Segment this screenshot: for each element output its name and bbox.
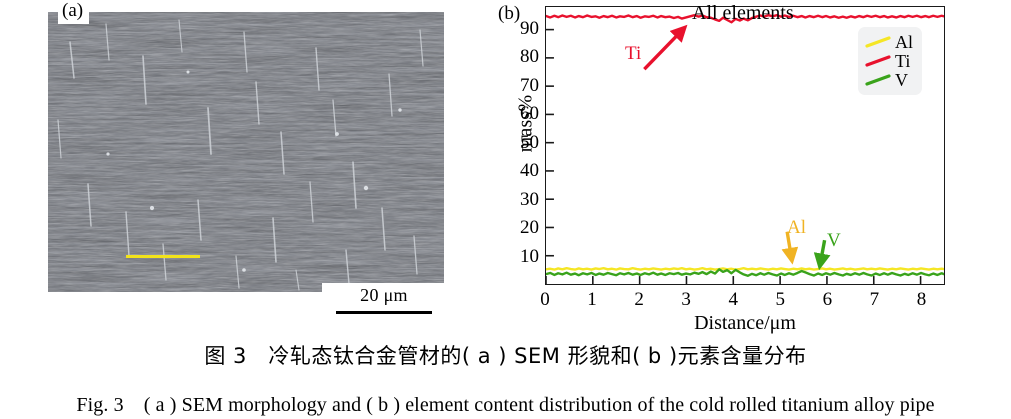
y-tick-label: 70 [520, 74, 539, 96]
eds-scan-line [126, 255, 200, 258]
line-chart-graphic [546, 14, 944, 284]
x-tick-label: 7 [869, 289, 880, 310]
y-axis-title: mass% [514, 94, 537, 153]
y-tick-label: 80 [520, 46, 539, 68]
panel-b-label: (b) [498, 3, 521, 24]
scale-bar: 20 μm [322, 283, 446, 318]
sem-panel: (a) 20 μm [48, 0, 446, 318]
panel-a-label: (a) [58, 0, 90, 24]
x-tick-label: 6 [822, 289, 833, 310]
y-tick-label: 40 [520, 160, 539, 182]
legend-label-al: Al [895, 31, 913, 52]
legend-swatch-al-icon [865, 35, 891, 49]
legend-label-v: V [895, 69, 908, 90]
y-tick-label: 50 [520, 131, 539, 153]
x-tick-label: 4 [728, 289, 738, 310]
figure-caption-chinese: 图 3 冷轧态钛合金管材的( a ) SEM 形貌和( b )元素含量分布 [204, 344, 807, 368]
annotation-label-al: Al [787, 217, 806, 238]
legend-swatch-ti-icon [865, 54, 891, 68]
chart-legend: Al Ti V [858, 27, 922, 95]
figure-caption-english: Fig. 3 ( a ) SEM morphology and ( b ) el… [76, 394, 935, 416]
y-tick-label: 10 [520, 245, 539, 267]
legend-item-v: V [865, 70, 913, 89]
x-tick-label: 8 [916, 289, 927, 310]
x-tick-label: 3 [681, 289, 691, 310]
annotation-label-v: V [827, 230, 841, 251]
y-tick-label: 20 [520, 217, 539, 239]
y-tick-label: 90 [520, 17, 539, 39]
sem-micrograph [48, 12, 444, 292]
x-tick-label: 2 [634, 289, 644, 310]
chart-title: All elements [692, 2, 794, 24]
y-tick-label: 60 [520, 103, 539, 125]
legend-item-ti: Ti [865, 51, 913, 70]
x-tick-label: 5 [775, 289, 786, 310]
legend-label-ti: Ti [895, 50, 911, 71]
chart-panel: (b) 10 20 30 40 50 60 70 80 90 mass% 0 1… [492, 0, 972, 334]
annotation-label-ti: Ti [625, 43, 642, 64]
legend-item-al: Al [865, 32, 913, 51]
x-tick-label: 1 [587, 289, 597, 310]
scale-bar-label: 20 μm [360, 285, 408, 306]
x-tick-label: 0 [540, 289, 550, 310]
sem-texture-graphic [48, 12, 444, 292]
scale-bar-rule [336, 311, 432, 314]
y-tick-label: 30 [520, 188, 539, 210]
x-axis-title: Distance/μm [694, 312, 796, 334]
legend-swatch-v-icon [865, 73, 891, 87]
